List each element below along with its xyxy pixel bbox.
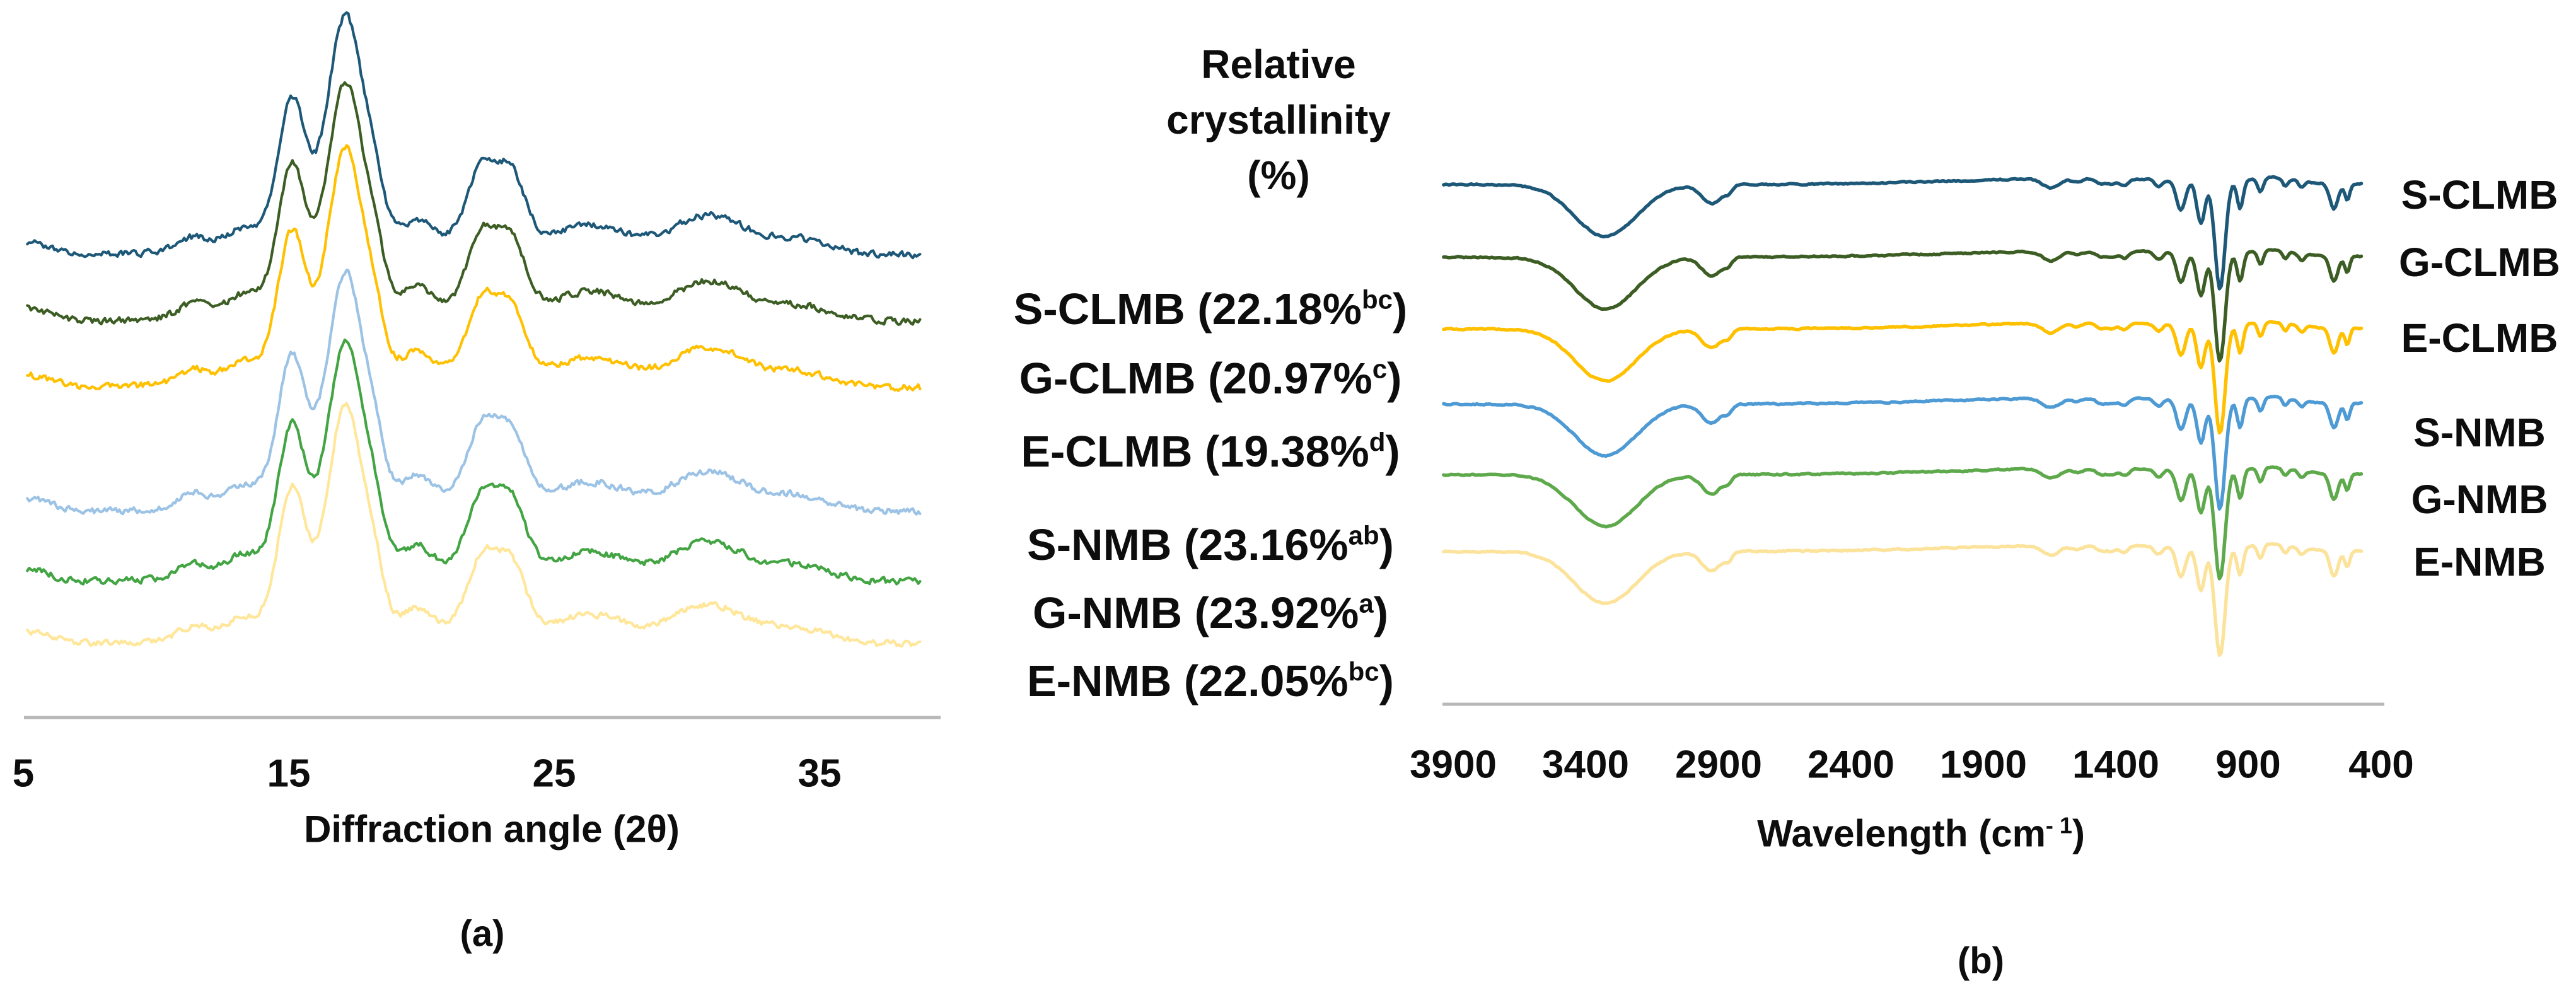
ftir-curve-E-CLMB: [1442, 320, 2364, 435]
legend-item-g-nmb: G-NMB (23.92%a): [1033, 588, 1388, 638]
significance-superscript: ab: [1348, 520, 1379, 550]
xrd-tick-label: 25: [532, 752, 576, 796]
legend-item-text: S-CLMB (22.18%: [1013, 284, 1362, 334]
legend-item-text: ): [1387, 354, 1402, 403]
legend-item-s-clmb: S-CLMB (22.18%bc): [1014, 284, 1408, 334]
ftir-curve-G-NMB: [1442, 465, 2364, 581]
xrd-curve-G-CLMB: [26, 81, 922, 327]
legend-item-g-clmb: G-CLMB (20.97%c): [1019, 353, 1402, 404]
legend-item-text: ): [1379, 520, 1394, 569]
ftir-curve-S-NMB: [1442, 395, 2364, 511]
xrd-tick-label: 35: [798, 752, 842, 796]
legend-item-text: ): [1379, 656, 1394, 706]
legend-title-line: crystallinity: [1166, 97, 1391, 142]
ftir-tick-label: 3900: [1410, 743, 1497, 787]
legend-title: Relative crystallinity (%): [1166, 37, 1391, 203]
xrd-axis-title: Diffraction angle (2θ): [304, 808, 680, 851]
ftir-axis-title-superscript: - 1: [2045, 812, 2072, 839]
xrd-curve-S-NMB: [26, 269, 922, 516]
significance-superscript: a: [1359, 588, 1374, 619]
legend-item-text: G-NMB (23.92%: [1032, 588, 1359, 637]
series-label-s-clmb: S-CLMB: [2401, 172, 2558, 218]
ftir-tick-label: 1400: [2072, 743, 2159, 787]
series-label-g-clmb: G-CLMB: [2399, 240, 2560, 285]
legend-item-text: E-NMB (22.05%: [1027, 656, 1349, 706]
ftir-curve-E-NMB: [1442, 542, 2364, 658]
panel-a-label: (a): [460, 913, 505, 955]
ftir-tick-label: 2400: [1807, 743, 1894, 787]
ftir-tick-label: 3400: [1542, 743, 1629, 787]
legend-title-line: (%): [1247, 153, 1310, 198]
significance-superscript: bc: [1362, 284, 1393, 315]
xrd-curve-E-NMB: [26, 402, 922, 648]
series-label-s-nmb: S-NMB: [2413, 410, 2546, 455]
significance-superscript: d: [1369, 427, 1386, 457]
legend-item-e-clmb: E-CLMB (19.38%d): [1021, 426, 1400, 477]
xrd-tick-label: 5: [12, 752, 35, 796]
ftir-axis-title-text: ): [2072, 812, 2085, 855]
ftir-tick-label: 2900: [1675, 743, 1762, 787]
legend-item-s-nmb: S-NMB (23.16%ab): [1027, 520, 1394, 570]
series-label-e-clmb: E-CLMB: [2401, 315, 2558, 361]
legend-item-text: E-CLMB (19.38%: [1021, 427, 1369, 476]
xrd-curve-G-NMB: [26, 338, 922, 586]
legend-item-e-nmb: E-NMB (22.05%bc): [1027, 656, 1394, 706]
xrd-tick-label: 15: [267, 752, 311, 796]
significance-superscript: c: [1372, 354, 1388, 384]
series-label-e-nmb: E-NMB: [2413, 539, 2546, 584]
series-label-g-nmb: G-NMB: [2411, 477, 2548, 522]
legend-item-text: ): [1373, 588, 1389, 637]
panel-b-label: (b): [1957, 940, 2005, 982]
ftir-axis-title: Wavelength (cm- 1): [1757, 812, 2085, 856]
ftir-axis-title-text: Wavelength (cm: [1757, 812, 2046, 855]
ftir-tick-label: 400: [2348, 743, 2414, 787]
legend-item-text: S-NMB (23.16%: [1027, 520, 1349, 569]
ftir-curve-G-CLMB: [1442, 248, 2364, 363]
legend-item-text: ): [1385, 427, 1400, 476]
xrd-curve-S-CLMB: [26, 11, 922, 260]
ftir-tick-label: 900: [2215, 743, 2281, 787]
ftir-tick-label: 1900: [1940, 743, 2027, 787]
significance-superscript: bc: [1348, 656, 1379, 687]
xrd-curve-E-CLMB: [26, 144, 922, 392]
legend-item-text: ): [1393, 284, 1408, 334]
ftir-curve-S-CLMB: [1442, 175, 2364, 291]
legend-item-text: G-CLMB (20.97%: [1019, 354, 1372, 403]
legend-title-line: Relative: [1201, 42, 1356, 87]
